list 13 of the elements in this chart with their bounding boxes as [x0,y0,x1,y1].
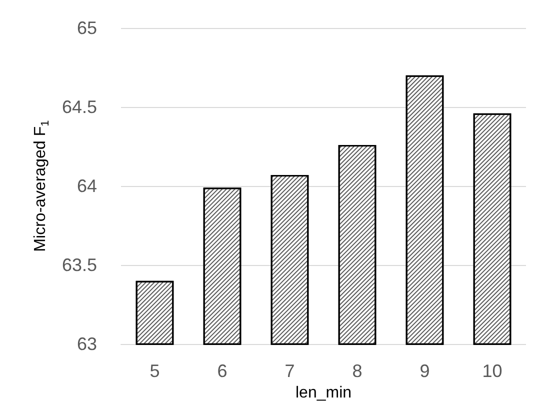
x-tick-label: 5 [150,361,160,382]
y-tick-label: 63.5 [62,255,97,276]
x-tick-label: 8 [352,361,362,382]
y-tick-label: 64.5 [62,97,97,118]
x-tick-label: 10 [482,361,502,382]
y-tick-label: 65 [76,18,97,38]
y-axis-title: Micro-averaged F1 [32,120,52,252]
x-tick-label: 7 [284,361,295,382]
y-tick-label: 64 [76,176,97,196]
x-tick-label: 6 [217,361,228,382]
x-axis-title: len_min [295,384,352,402]
x-tick-label: 9 [420,361,430,382]
y-tick-label: 63 [76,334,97,354]
